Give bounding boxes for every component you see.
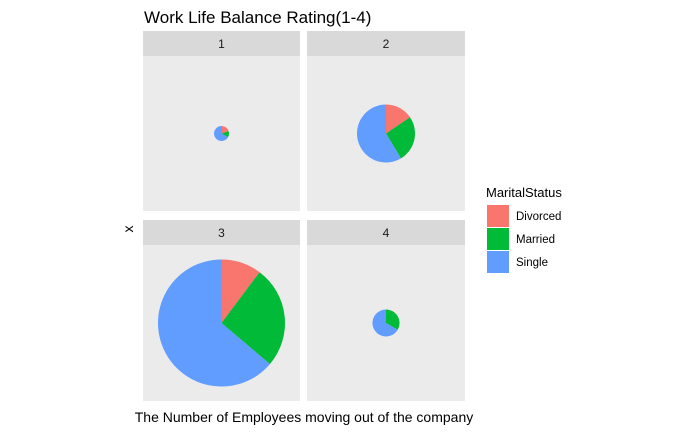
pie-slice-2-married bbox=[386, 117, 415, 159]
legend-title: MaritalStatus bbox=[486, 185, 562, 200]
facet-panel-2: 2 bbox=[307, 31, 465, 211]
facet-strip-label: 2 bbox=[383, 37, 390, 51]
pie-slice-2-single bbox=[357, 104, 401, 163]
pie-slice-2-divorced bbox=[386, 104, 410, 134]
facet-strip bbox=[307, 31, 465, 56]
facet-strip bbox=[143, 31, 300, 56]
facet-panels: 1 2 3 4 bbox=[143, 31, 465, 401]
legend-swatch bbox=[487, 205, 509, 227]
legend-item-divorced: Divorced bbox=[487, 205, 561, 227]
legend-label: Single bbox=[516, 257, 548, 269]
legend-item-single: Single bbox=[487, 251, 548, 273]
legend: MaritalStatus Divorced Married Single bbox=[486, 185, 562, 273]
legend-label: Divorced bbox=[516, 211, 561, 223]
facet-strip bbox=[307, 220, 465, 245]
chart-title: Work Life Balance Rating(1-4) bbox=[144, 8, 371, 27]
facet-panel-3: 3 bbox=[143, 220, 300, 401]
pie-slice-1-single bbox=[214, 126, 228, 141]
facet-strip-label: 4 bbox=[383, 226, 390, 240]
facet-strip bbox=[143, 220, 300, 245]
pie-slice-4-married bbox=[386, 309, 400, 330]
legend-item-married: Married bbox=[487, 228, 555, 250]
pie-slice-4-single bbox=[372, 309, 398, 337]
pie-slice-3-single bbox=[157, 259, 270, 387]
x-axis-title: The Number of Employees moving out of th… bbox=[135, 409, 474, 425]
legend-swatch bbox=[487, 228, 509, 250]
pie-slice-1-divorced bbox=[221, 126, 229, 134]
pie-slice-1-married bbox=[221, 131, 230, 138]
legend-swatch bbox=[487, 251, 509, 273]
legend-label: Married bbox=[516, 234, 555, 246]
y-axis-title: x bbox=[120, 226, 136, 233]
facet-panel-4: 4 bbox=[307, 220, 465, 401]
pie-slice-3-married bbox=[221, 272, 285, 365]
facet-strip-label: 1 bbox=[218, 37, 225, 51]
pie-slice-3-divorced bbox=[221, 259, 260, 323]
facet-strip-label: 3 bbox=[218, 226, 225, 240]
facet-panel-1: 1 bbox=[143, 31, 300, 211]
